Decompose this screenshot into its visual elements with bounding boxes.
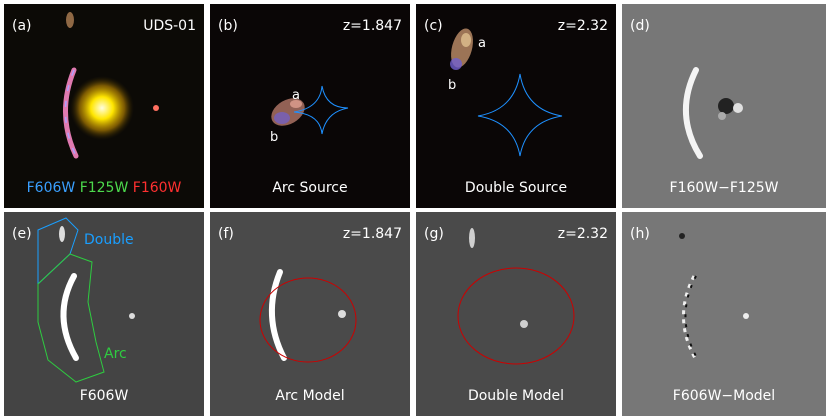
panel-f-redshift: z=1.847 — [342, 226, 402, 242]
critical-curve — [457, 267, 575, 365]
panel-b-redshift: z=1.847 — [342, 18, 402, 34]
filter-f606w: F606W — [26, 180, 76, 196]
panel-b-mark-b: b — [270, 130, 279, 145]
panel-f-image — [210, 212, 410, 416]
filter-f125w: F125W — [79, 180, 129, 196]
arc-region-outline — [37, 253, 105, 383]
panel-a-image — [4, 4, 204, 208]
panel-a-label: (a) — [12, 18, 32, 34]
panel-f-arc-model: (f) z=1.847 Arc Model — [210, 212, 410, 416]
panel-b-arc-source: (b) z=1.847 a b Arc Source — [210, 4, 410, 208]
double-region-label: Double — [84, 232, 134, 248]
arc-region-label: Arc — [104, 346, 127, 362]
panel-e-image — [4, 212, 204, 416]
panel-c-mark-b: b — [448, 78, 457, 93]
panel-g-image — [416, 212, 616, 416]
panel-f-label: (f) — [218, 226, 234, 242]
panel-e-label: (e) — [12, 226, 32, 242]
panel-h-residual: (h) F606W−Model — [622, 212, 826, 416]
panel-d-caption: F160W−F125W — [669, 180, 779, 196]
panel-e-caption: F606W — [79, 388, 129, 404]
panel-g-redshift: z=2.32 — [557, 226, 608, 242]
panel-b-caption: Arc Source — [272, 180, 348, 196]
caustic-curve — [477, 73, 563, 157]
panel-e-f606w: (e) Double Arc F606W — [4, 212, 204, 416]
panel-g-double-model: (g) z=2.32 Double Model — [416, 212, 616, 416]
panel-c-label: (c) — [424, 18, 443, 34]
panel-d-label: (d) — [630, 18, 650, 34]
panel-d-color-difference: (d) F160W−F125W — [622, 4, 826, 208]
panel-g-caption: Double Model — [467, 388, 565, 404]
panel-c-image — [416, 4, 616, 208]
panel-b-label: (b) — [218, 18, 238, 34]
critical-curve — [259, 277, 357, 363]
panel-h-caption: F606W−Model — [672, 388, 776, 404]
double-region-outline — [37, 217, 79, 286]
panel-b-mark-a: a — [292, 88, 300, 103]
panel-g-label: (g) — [424, 226, 444, 242]
panel-c-redshift: z=2.32 — [557, 18, 608, 34]
panel-d-image — [622, 4, 826, 208]
panel-c-double-source: (c) z=2.32 a b Double Source — [416, 4, 616, 208]
panel-a-title: UDS-01 — [143, 18, 196, 34]
panel-c-mark-a: a — [478, 36, 486, 51]
panel-a-color-composite: (a) UDS-01 F606W F125W F160W — [4, 4, 204, 208]
panel-h-image — [622, 212, 826, 416]
panel-h-label: (h) — [630, 226, 650, 242]
caustic-curve — [293, 85, 349, 135]
panel-b-image — [210, 4, 410, 208]
filter-f160w: F160W — [132, 180, 182, 196]
panel-f-caption: Arc Model — [275, 388, 345, 404]
panel-a-filter-legend: F606W F125W F160W — [4, 180, 204, 196]
panel-c-caption: Double Source — [464, 180, 568, 196]
